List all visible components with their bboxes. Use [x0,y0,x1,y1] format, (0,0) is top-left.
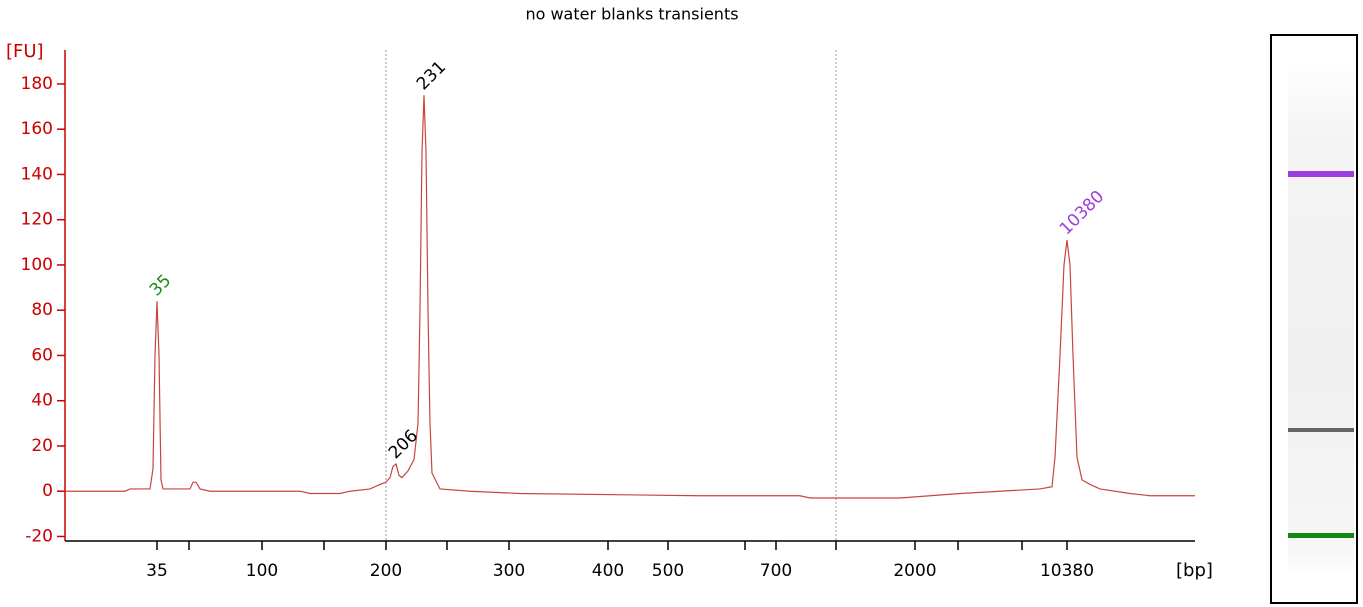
gel-background [1288,60,1354,575]
y-tick-label: 40 [31,391,53,411]
x-tick-label: 10380 [1040,561,1094,581]
x-tick-label: 400 [592,561,624,581]
x-tick-label: 200 [370,561,402,581]
x-tick-label: 2000 [893,561,936,581]
peak-label: 10380 [1056,187,1108,239]
x-tick-label: 700 [760,561,792,581]
trace [65,95,1195,499]
gel-band [1288,533,1354,538]
y-tick-label: 120 [21,210,53,230]
y-tick-label: 140 [21,164,53,184]
x-tick-label: 500 [652,561,684,581]
y-tick-label: 100 [21,255,53,275]
x-tick-label: 100 [246,561,278,581]
x-tick-label: 35 [146,561,168,581]
y-tick-label: 80 [31,300,53,320]
y-tick-label: 180 [21,74,53,94]
y-tick-label: 160 [21,119,53,139]
peak-label: 231 [413,57,450,94]
gel-band [1288,428,1354,432]
x-tick-label: 300 [493,561,525,581]
y-tick-label: 60 [31,345,53,365]
gel-band [1288,171,1354,177]
peak-label: 206 [385,426,422,463]
y-tick-label: 20 [31,436,53,456]
chart-title: no water blanks transients [525,5,738,24]
y-tick-label: 0 [42,481,53,501]
y-tick-label: -20 [25,526,53,546]
y-axis-label: [FU] [6,41,44,62]
peak-label: 35 [146,271,175,300]
gel-lane [1270,34,1358,604]
x-axis-label: [bp] [1176,560,1213,581]
